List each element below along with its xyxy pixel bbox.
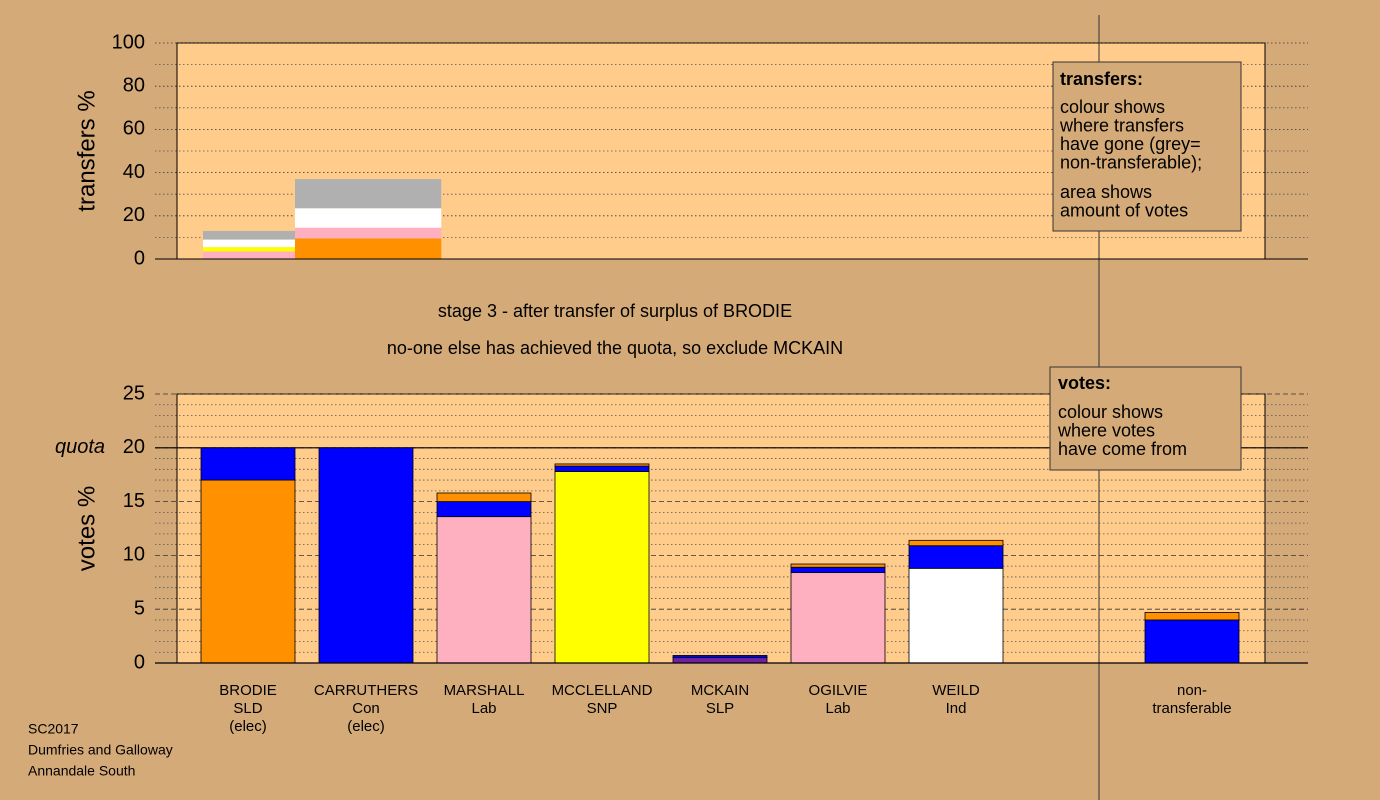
y-tick-label: 20 (123, 436, 145, 458)
transfer-segment (203, 251, 295, 259)
quota-label: quota (55, 436, 105, 458)
transfer-segment (295, 227, 442, 239)
subtitle: no-one else has achieved the quota, so e… (387, 338, 843, 358)
x-tick-label: Lab (825, 700, 850, 717)
footer: SC2017 (28, 721, 79, 737)
transfer-segment (203, 230, 295, 240)
vote-segment (436, 492, 532, 503)
legend-text: area shows (1060, 182, 1152, 202)
x-tick-label: OGILVIE (809, 682, 868, 699)
y-tick-label: 100 (112, 31, 145, 53)
vote-segment (790, 566, 886, 574)
vote-segment (200, 447, 296, 481)
legend-text: have come from (1058, 439, 1187, 459)
vote-segment (672, 655, 768, 659)
x-tick-label: CARRUTHERS (314, 682, 418, 699)
x-tick-label: (elec) (229, 718, 267, 735)
subtitle: stage 3 - after transfer of surplus of B… (438, 301, 792, 321)
legend-box (1052, 61, 1242, 232)
transfer-segment (203, 239, 295, 248)
y-tick-label: 15 (123, 490, 145, 512)
vote-segment (1144, 619, 1240, 664)
x-tick-label: WEILD (932, 682, 980, 699)
legend-title: votes: (1058, 373, 1111, 393)
y-tick-label: 25 (123, 382, 145, 404)
vote-segment (200, 479, 296, 664)
x-tick-label: MCKAIN (691, 682, 749, 699)
x-tick-label: Lab (471, 700, 496, 717)
y-tick-label: 0 (134, 651, 145, 673)
y-axis-label: votes % (73, 486, 100, 571)
vote-segment (908, 567, 1004, 664)
transfer-segment (295, 238, 442, 259)
vote-segment (1144, 612, 1240, 621)
vote-segment (554, 465, 650, 472)
vote-segment (554, 463, 650, 467)
x-tick-label: SLD (233, 700, 262, 717)
x-tick-label: SLP (706, 700, 734, 717)
legend-text: where transfers (1059, 115, 1184, 135)
vote-segment (790, 563, 886, 568)
vote-segment (554, 471, 650, 664)
legend-box (1049, 366, 1242, 471)
vote-segment (436, 516, 532, 664)
vote-segment (908, 545, 1004, 569)
y-axis-label: transfers % (73, 90, 100, 211)
y-tick-label: 0 (134, 247, 145, 269)
vote-segment (318, 447, 414, 664)
x-tick-label: Con (352, 700, 380, 717)
x-tick-label: (elec) (347, 718, 385, 735)
legend-text: non-transferable); (1060, 152, 1202, 172)
legend-text: colour shows (1058, 402, 1163, 422)
vote-segment (672, 657, 768, 664)
legend-text: colour shows (1060, 97, 1165, 117)
transfer-segment (295, 179, 442, 209)
legend-text: where votes (1057, 420, 1155, 440)
transfer-segment (295, 208, 442, 228)
y-tick-label: 10 (123, 544, 145, 566)
x-tick-label: Ind (946, 700, 967, 717)
vote-segment (790, 572, 886, 664)
x-tick-label: transferable (1152, 700, 1231, 717)
y-tick-label: 20 (123, 204, 145, 226)
x-tick-label: non- (1177, 682, 1207, 699)
x-tick-label: BRODIE (219, 682, 277, 699)
transfer-segment (203, 247, 295, 252)
legend-text: amount of votes (1060, 200, 1188, 220)
x-tick-label: SNP (587, 700, 618, 717)
y-tick-label: 60 (123, 118, 145, 140)
y-tick-label: 5 (134, 597, 145, 619)
footer: Dumfries and Galloway (28, 742, 173, 758)
vote-segment (436, 501, 532, 518)
legend-title: transfers: (1060, 69, 1143, 89)
footer: Annandale South (28, 763, 135, 779)
y-tick-label: 40 (123, 161, 145, 183)
vote-segment (908, 539, 1004, 547)
x-tick-label: MARSHALL (444, 682, 525, 699)
legend-text: have gone (grey= (1060, 134, 1201, 154)
x-tick-label: MCCLELLAND (552, 682, 653, 699)
y-tick-label: 80 (123, 74, 145, 96)
